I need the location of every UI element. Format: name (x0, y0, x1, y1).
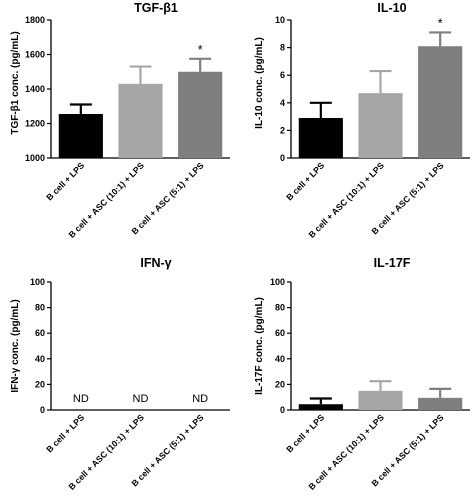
chart-panel-tgf-b1: TGF-β1 TGF-β1 conc. (pg/mL) 1000 1200 1400… (10, 1, 230, 240)
y-tick-label: 1800 (25, 15, 45, 25)
x-category-label: B cell + LPS (44, 412, 86, 454)
y-axis-label: TGF-β1 conc. (pg/mL) (10, 31, 21, 134)
significance-marker: * (198, 42, 203, 57)
bar (118, 83, 163, 158)
y-tick-label: 100 (30, 277, 45, 287)
not-detected-label: ND (133, 393, 149, 405)
bar (298, 117, 343, 158)
bar (358, 93, 403, 158)
x-category-label: B cell + LPS (284, 160, 326, 202)
y-tick-label: 60 (35, 328, 45, 338)
not-detected-label: ND (73, 393, 89, 405)
y-tick-label: 60 (275, 328, 285, 338)
y-tick-label: 10 (275, 15, 285, 25)
not-detected-label: ND (192, 393, 208, 405)
y-axis-label: IL-10 conc. (pg/mL) (254, 37, 265, 129)
chart-title: IL-17F (374, 256, 411, 270)
chart-panel-il-10: IL-10 IL-10 conc. (pg/mL) 0 2 4 6 8 10 B cell … (254, 1, 470, 240)
y-axis-label: IL-17F conc. (pg/mL) (254, 297, 265, 395)
bar (358, 390, 403, 410)
y-tick-label: 1600 (25, 50, 45, 60)
y-tick-label: 1000 (25, 153, 45, 163)
y-tick-label: 80 (275, 303, 285, 313)
chart-title: IL-10 (377, 1, 406, 15)
y-tick-label: 8 (280, 43, 285, 53)
y-tick-label: 2 (280, 125, 285, 135)
y-tick-label: 4 (280, 98, 285, 108)
bar (58, 114, 103, 158)
y-tick-label: 0 (280, 405, 285, 415)
significance-marker: * (438, 15, 443, 30)
chart-panel-il-17f: IL-17F IL-17F conc. (pg/mL) 0 20 40 60 80 100… (254, 256, 470, 492)
y-tick-label: 20 (35, 379, 45, 389)
y-tick-label: 0 (280, 153, 285, 163)
chart-title: TGF-β1 (134, 1, 178, 15)
y-tick-label: 6 (280, 70, 285, 80)
y-tick-label: 1200 (25, 119, 45, 129)
chart-panel-ifn-g: IFN-γ IFN-γ conc. (pg/mL) 0 20 40 60 80 100 B … (10, 256, 230, 492)
bar (298, 404, 343, 410)
y-tick-label: 20 (275, 379, 285, 389)
y-tick-label: 100 (270, 277, 285, 287)
y-tick-label: 80 (35, 303, 45, 313)
y-axis-label: IFN-γ conc. (pg/mL) (10, 299, 21, 392)
bar (418, 46, 463, 158)
y-tick-label: 0 (40, 405, 45, 415)
y-tick-label: 1400 (25, 84, 45, 94)
bar (418, 397, 463, 410)
y-tick-label: 40 (275, 354, 285, 364)
x-category-label: B cell + LPS (284, 412, 326, 454)
bar (178, 71, 223, 158)
y-tick-label: 40 (35, 354, 45, 364)
x-category-label: B cell + LPS (44, 160, 86, 202)
chart-title: IFN-γ (140, 256, 171, 270)
